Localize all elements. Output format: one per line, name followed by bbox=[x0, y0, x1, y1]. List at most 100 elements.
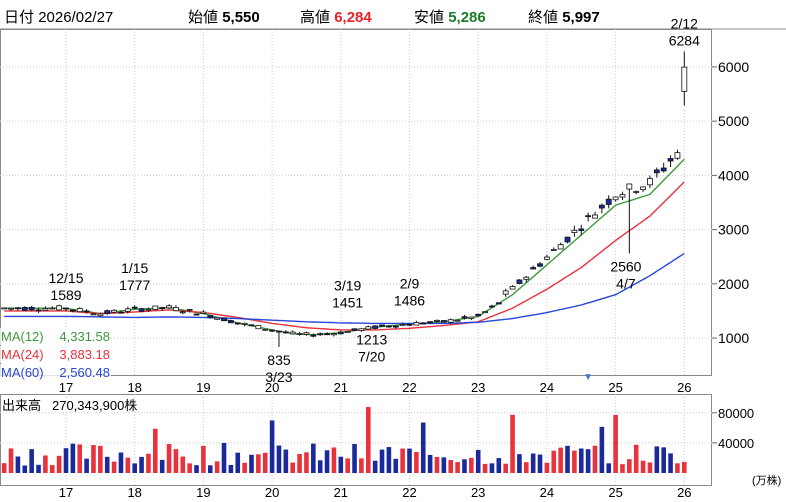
volume-bar bbox=[249, 454, 254, 473]
ma-legend-bg bbox=[0, 364, 111, 381]
candle-body bbox=[76, 308, 83, 313]
price-x-tick-label: 18 bbox=[127, 380, 141, 395]
volume-bar bbox=[537, 454, 543, 473]
volume-bar bbox=[304, 452, 309, 473]
candle-body bbox=[262, 328, 269, 331]
candle-body bbox=[97, 313, 104, 317]
volume-bar bbox=[180, 456, 186, 473]
chart-annotation: 1451 bbox=[332, 295, 363, 311]
candle-body bbox=[523, 276, 530, 280]
price-tick-label: 5000 bbox=[718, 113, 749, 129]
volume-bar bbox=[544, 462, 550, 473]
candle-body bbox=[131, 306, 138, 309]
low-value: 5,286 bbox=[448, 9, 486, 26]
volume-x-tick-label: 18 bbox=[127, 485, 141, 500]
candle-body bbox=[351, 328, 358, 331]
volume-bar bbox=[297, 454, 302, 473]
volume-bar bbox=[393, 458, 399, 473]
volume-bar bbox=[29, 449, 34, 473]
volume-bar bbox=[462, 459, 467, 473]
volume-bar bbox=[56, 455, 62, 473]
candle-body bbox=[124, 308, 131, 312]
volume-bar bbox=[22, 465, 28, 473]
price-x-tick-label: 21 bbox=[334, 380, 348, 395]
volume-bar bbox=[475, 449, 481, 473]
candle-body bbox=[550, 249, 557, 251]
volume-bar bbox=[599, 426, 605, 473]
candle-body bbox=[605, 198, 612, 205]
volume-bar bbox=[578, 448, 584, 473]
volume-bar bbox=[661, 447, 666, 473]
candle-body bbox=[509, 286, 516, 290]
candle-body bbox=[674, 152, 681, 159]
volume-bar bbox=[214, 461, 220, 473]
chart-annotation: 3/23 bbox=[265, 369, 292, 385]
ma-line-0 bbox=[4, 158, 685, 336]
candle-body bbox=[63, 307, 69, 310]
candle-body bbox=[331, 333, 337, 336]
candle-body bbox=[440, 320, 447, 323]
volume-bar bbox=[530, 453, 536, 473]
candle-body bbox=[166, 305, 172, 309]
candle-body bbox=[640, 186, 646, 191]
candle-body bbox=[427, 321, 434, 324]
candle-body bbox=[372, 325, 379, 329]
chart-annotation: 1589 bbox=[50, 287, 81, 303]
candle-body bbox=[647, 178, 653, 186]
chart-annotation: 6284 bbox=[669, 33, 700, 49]
price-x-tick-label: 24 bbox=[540, 380, 554, 395]
volume-x-tick-label: 20 bbox=[265, 485, 279, 500]
volume-bar bbox=[276, 445, 282, 473]
chart-header: 日付 2026/02/27 始値 5,550 高値 6,284 安値 5,286… bbox=[0, 0, 786, 30]
volume-bar bbox=[558, 447, 563, 473]
volume-bars bbox=[1, 407, 687, 473]
volume-bar bbox=[482, 463, 488, 473]
candle-body bbox=[461, 316, 468, 319]
volume-bar bbox=[290, 462, 296, 473]
volume-bar bbox=[84, 458, 89, 473]
volume-bar bbox=[187, 463, 192, 473]
candle-body bbox=[83, 310, 90, 313]
candle-body bbox=[42, 308, 49, 311]
volume-bar bbox=[324, 450, 330, 473]
candle-body bbox=[392, 325, 399, 328]
volume-bar bbox=[469, 457, 474, 473]
high-label: 高値 bbox=[300, 9, 331, 26]
volume-bar bbox=[675, 463, 680, 473]
candle-body bbox=[564, 236, 571, 243]
candle-body bbox=[317, 333, 324, 336]
candle-body bbox=[358, 328, 365, 331]
candle-body bbox=[619, 194, 626, 198]
candle-body bbox=[200, 311, 207, 314]
volume-bar bbox=[235, 452, 241, 473]
volume-x-tick-label: 21 bbox=[334, 485, 348, 500]
high-value: 6,284 bbox=[334, 9, 372, 26]
chart-annotation: 2/12 bbox=[671, 16, 698, 32]
volume-bar bbox=[613, 414, 618, 473]
candle-body bbox=[454, 319, 461, 322]
volume-bar bbox=[448, 460, 454, 473]
candle-body bbox=[1, 307, 8, 310]
close-field: 終値 5,997 bbox=[528, 6, 600, 27]
volume-bar bbox=[455, 462, 460, 473]
candle-body bbox=[557, 244, 564, 250]
candle-body bbox=[234, 322, 241, 325]
date-field: 日付 2026/02/27 bbox=[4, 6, 113, 27]
candle-body bbox=[179, 311, 186, 314]
candle-body bbox=[159, 307, 166, 309]
price-x-tick-label: 19 bbox=[196, 380, 210, 395]
volume-bar bbox=[407, 448, 412, 473]
candle-body bbox=[8, 307, 14, 310]
open-label: 始値 bbox=[188, 9, 219, 26]
chart-annotation: 2/9 bbox=[400, 276, 420, 292]
candle-body bbox=[571, 229, 578, 233]
volume-x-tick-label: 26 bbox=[677, 485, 691, 500]
candle-body bbox=[365, 326, 372, 330]
volume-bar bbox=[1, 463, 7, 473]
chart-annotation: 1486 bbox=[394, 293, 425, 309]
candle-body bbox=[667, 158, 674, 162]
date-marker-icon: ▼ bbox=[583, 372, 593, 383]
volume-bar bbox=[201, 445, 206, 473]
volume-bar bbox=[70, 443, 76, 473]
volume-bar bbox=[654, 446, 660, 473]
